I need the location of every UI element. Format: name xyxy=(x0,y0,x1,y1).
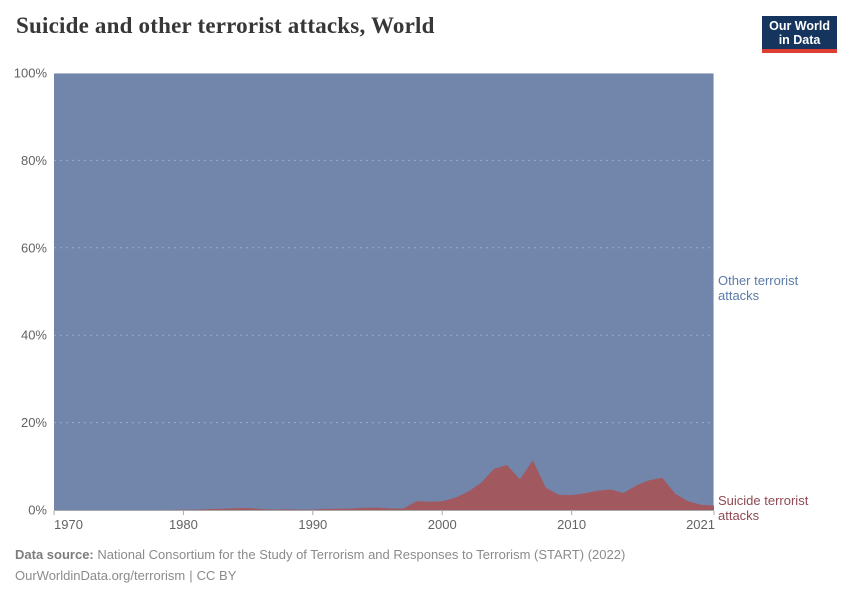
x-tick-label: 2000 xyxy=(428,517,457,532)
y-tick-label: 60% xyxy=(21,240,47,255)
y-tick-label: 0% xyxy=(28,503,47,518)
data-source-text: National Consortium for the Study of Ter… xyxy=(93,547,626,562)
y-tick-label: 40% xyxy=(21,328,47,343)
footer-url[interactable]: OurWorldinData.org/terrorism xyxy=(15,567,186,583)
area-other-terrorist-attacks[interactable] xyxy=(54,73,714,510)
x-tick-label: 1990 xyxy=(298,517,327,532)
chart-title: Suicide and other terrorist attacks, Wor… xyxy=(16,13,435,38)
footer-license: CC BY xyxy=(196,567,237,583)
x-tick-label: 1980 xyxy=(169,517,198,532)
y-tick-label: 100% xyxy=(14,66,48,81)
area-suicide-terrorist-attacks[interactable] xyxy=(54,460,714,510)
footer-divider: | xyxy=(189,567,193,583)
x-tick-label: 2021 xyxy=(686,517,715,532)
owid-logo-line1: Our World xyxy=(769,19,830,33)
data-source-label: Data source: xyxy=(15,547,94,562)
series-label-other: Other terrorist attacks xyxy=(718,273,799,303)
data-source-line: Data source: National Consortium for the… xyxy=(15,545,835,566)
y-tick-label: 20% xyxy=(21,415,47,430)
x-tick-label: 2010 xyxy=(557,517,586,532)
owid-logo[interactable]: Our World in Data xyxy=(762,16,837,53)
license-line: OurWorldinData.org/terrorism | CC BY xyxy=(15,566,835,587)
owid-logo-line2: in Data xyxy=(778,33,821,47)
y-tick-label: 80% xyxy=(21,153,47,168)
series-label-suicide: Suicide terrorist attacks xyxy=(718,493,809,523)
chart-footer: Data source: National Consortium for the… xyxy=(15,545,835,586)
x-tick-label: 1970 xyxy=(54,517,83,532)
